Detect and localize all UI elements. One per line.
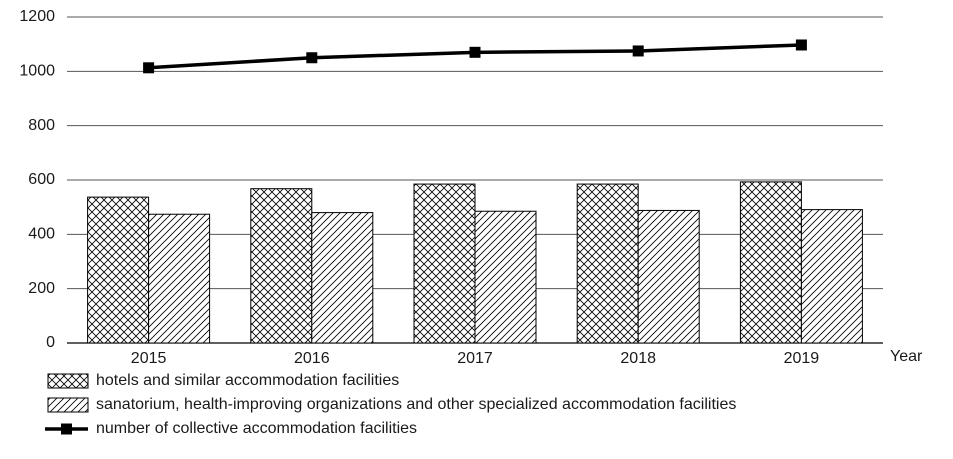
bar: [637, 209, 700, 344]
y-tick-label: 200: [28, 280, 55, 297]
legend-swatch-marker: [61, 423, 72, 435]
y-tick-label: 0: [46, 334, 55, 351]
bar: [474, 210, 537, 344]
legend-swatch: [47, 397, 89, 413]
bar: [413, 183, 476, 344]
bar: [250, 188, 313, 344]
y-tick-label: 1200: [19, 8, 55, 25]
legend-label: sanatorium, health-improving organizatio…: [96, 396, 736, 413]
x-tick-label: 2017: [457, 350, 493, 367]
line-marker: [306, 52, 318, 64]
y-tick-label: 1000: [19, 63, 55, 80]
y-tick-label: 400: [28, 226, 55, 243]
bar: [800, 209, 863, 344]
y-tick-label: 600: [28, 171, 55, 188]
bar: [739, 181, 802, 344]
line-marker: [632, 45, 644, 57]
y-tick-label: 800: [28, 117, 55, 134]
legend-label: hotels and similar accommodation facilit…: [96, 372, 399, 389]
legend-swatch: [47, 373, 89, 389]
x-tick-label: 2016: [294, 350, 330, 367]
line-marker: [469, 46, 481, 58]
line-marker: [795, 39, 807, 51]
legend-label: number of collective accommodation facil…: [96, 420, 417, 437]
bar: [576, 183, 639, 344]
bar: [87, 196, 150, 344]
x-axis-label: Year: [890, 348, 923, 365]
x-tick-label: 2018: [620, 350, 656, 367]
bar: [311, 212, 374, 344]
bar: [148, 213, 211, 344]
x-tick-label: 2019: [784, 350, 820, 367]
line-marker: [143, 62, 155, 74]
x-tick-label: 2015: [131, 350, 167, 367]
